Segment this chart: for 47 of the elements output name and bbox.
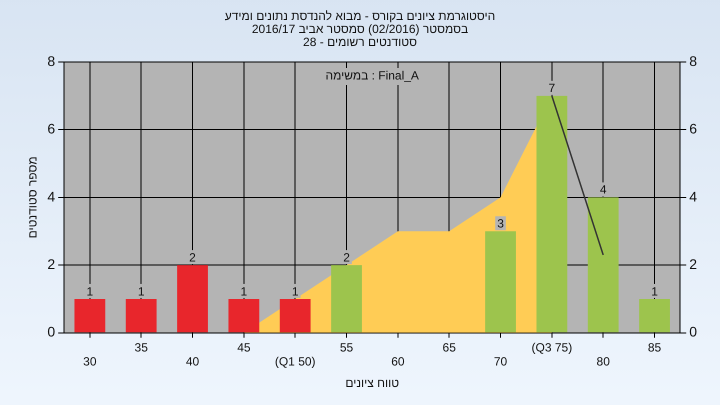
y2-tick-label: 0 <box>689 324 698 340</box>
y-tick-label: 0 <box>47 324 56 340</box>
x-tick-label: 55 <box>340 340 354 354</box>
bar <box>74 298 106 332</box>
data-label: 1 <box>240 284 248 298</box>
data-label: 2 <box>189 250 196 264</box>
bar <box>588 197 619 332</box>
y-axis-title: מספר סטודנטים <box>26 156 40 238</box>
annotation: Final_A : במשימה <box>325 68 419 82</box>
x-tick-label: 70 <box>494 354 508 369</box>
x-tick-label: 40 <box>186 354 200 369</box>
x-tick-label: 45 <box>237 340 251 354</box>
y2-tick-label: 8 <box>689 52 698 69</box>
data-label: 4 <box>600 182 607 197</box>
bar <box>177 265 208 332</box>
bar <box>280 298 311 332</box>
x-tick-label: (Q3 75) <box>532 340 572 354</box>
bar <box>126 298 157 332</box>
x-tick-label: 35 <box>134 340 148 354</box>
bar <box>228 298 260 332</box>
data-label: 7 <box>548 81 556 96</box>
data-label: 1 <box>292 284 299 298</box>
x-axis-title: טווח ציונים <box>345 376 400 390</box>
bar <box>485 231 516 332</box>
y2-tick-label: 2 <box>689 256 698 272</box>
y-tick-label: 8 <box>47 52 56 69</box>
x-tick-label: (Q1 50) <box>274 354 316 369</box>
x-tick-label: 85 <box>648 340 662 354</box>
data-label: 1 <box>138 284 145 298</box>
data-label: 2 <box>343 250 350 264</box>
data-label: 3 <box>497 216 504 231</box>
chart-subtitle: בסמסטר (02/2016) סמסטר אביב 2016/17 סטודנטים רשומים - 28 <box>250 22 470 49</box>
bar <box>331 265 362 332</box>
x-tick-label: 30 <box>83 354 97 369</box>
x-tick-label: 65 <box>442 340 456 354</box>
bar <box>536 96 568 332</box>
chart-title: היסטוגרמת ציונים בקורס - מבוא להנדסת נתונים ומידע <box>224 9 496 23</box>
y-tick-label: 6 <box>47 120 56 137</box>
bar <box>639 298 670 332</box>
y2-tick-label: 4 <box>689 188 698 204</box>
x-tick-label: 60 <box>391 354 405 369</box>
y2-tick-label: 6 <box>689 120 698 137</box>
data-label: 1 <box>86 284 94 298</box>
data-label: 1 <box>651 284 658 298</box>
y-tick-label: 4 <box>47 188 56 204</box>
y-tick-label: 2 <box>47 256 56 272</box>
x-tick-label: 80 <box>596 354 610 369</box>
